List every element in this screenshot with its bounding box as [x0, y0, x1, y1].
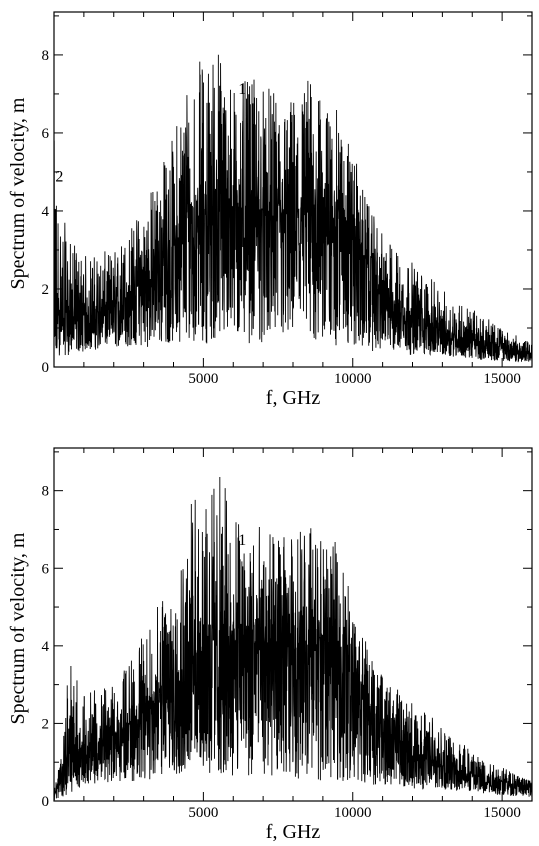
- y-tick-label: 6: [42, 561, 50, 577]
- x-tick-label: 15000: [483, 371, 521, 387]
- y-axis-title: Spectrum of velocity, m: [7, 532, 29, 724]
- x-axis-title: f, GHz: [266, 387, 321, 409]
- y-axis-title: Spectrum of velocity, m: [7, 97, 29, 289]
- series-velocity-spectrum: [54, 477, 532, 801]
- x-tick-label: 5000: [188, 371, 218, 387]
- y-tick-label: 8: [42, 484, 50, 500]
- y-tick-label: 4: [42, 204, 50, 220]
- x-tick-label: 10000: [334, 371, 372, 387]
- series-velocity-spectrum: [54, 54, 532, 363]
- y-tick-label: 2: [42, 716, 50, 732]
- x-axis-title: f, GHz: [266, 821, 321, 843]
- x-tick-label: 5000: [188, 805, 218, 821]
- y-tick-label: 0: [42, 794, 50, 810]
- y-tick-label: 8: [42, 48, 50, 64]
- x-tick-label: 10000: [334, 805, 372, 821]
- curve-label-1: 1: [238, 532, 246, 549]
- y-tick-label: 4: [42, 639, 50, 655]
- curve-label-2: 2: [55, 169, 63, 186]
- y-tick-label: 2: [42, 282, 50, 298]
- curve-label-1: 1: [238, 81, 246, 98]
- chart-panel-2: 5000 10000 15000 0 2 4 6 8 f, GHz Spectrum of vel…: [7, 447, 533, 843]
- chart-panel-1: 5000 10000 15000 0 2 4 6 8 f, GHz Spectrum of vel…: [7, 11, 533, 409]
- x-tick-label: 15000: [483, 805, 521, 821]
- y-tick-label: 0: [42, 360, 50, 376]
- y-tick-label: 6: [42, 126, 50, 142]
